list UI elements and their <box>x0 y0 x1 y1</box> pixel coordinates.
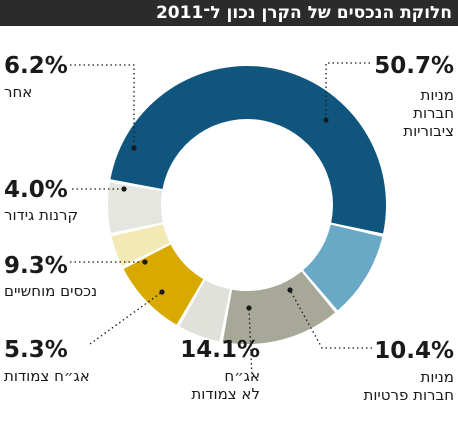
slice-linked <box>179 280 230 342</box>
category-label-nonlinked-1: לא צמודות <box>191 385 260 403</box>
slice-private <box>303 224 383 311</box>
leader-dot-private <box>287 287 293 293</box>
category-label-real-0: נכסים מוחשיים <box>4 282 97 300</box>
pct-label-other: 6.2% <box>4 53 68 79</box>
leader-dot-nonlinked <box>246 305 252 311</box>
leader-other <box>70 64 135 148</box>
leader-lines <box>70 62 372 379</box>
pct-label-nonlinked: 14.1% <box>180 337 260 363</box>
category-label-linked-0: אג״ח צמודות <box>4 367 90 385</box>
category-label-private-0: מניות <box>421 368 455 386</box>
slice-hedge <box>111 224 170 266</box>
pct-label-linked: 5.3% <box>4 337 68 363</box>
leader-dot-hedge <box>121 186 127 192</box>
slice-nonlinked <box>222 271 336 345</box>
leader-dot-public <box>323 117 329 123</box>
category-label-public-1: חברות <box>413 104 454 122</box>
leader-linked <box>89 291 163 345</box>
leader-public <box>325 62 370 120</box>
leader-dot-linked <box>159 289 165 295</box>
pct-label-hedge: 4.0% <box>4 177 68 203</box>
leader-dot-real <box>142 259 148 265</box>
pct-label-public: 50.7% <box>374 53 454 79</box>
category-label-public-0: מניות <box>421 86 455 104</box>
category-label-nonlinked-0: אג״ח <box>224 367 260 385</box>
donut-slices <box>108 66 386 345</box>
leader-private <box>289 289 372 349</box>
slice-real <box>123 244 204 325</box>
slice-other <box>108 182 163 233</box>
pct-label-private: 10.4% <box>374 338 454 364</box>
category-label-hedge-0: קרנות גידור <box>4 206 78 224</box>
category-label-public-2: ציבוריות <box>403 122 454 140</box>
pct-label-real: 9.3% <box>4 253 68 279</box>
leader-dot-other <box>131 145 137 151</box>
category-label-other-0: אחר <box>4 83 32 101</box>
slice-public <box>110 66 386 234</box>
chart-title: חלוקת הנכסים של הקרן נכון ל־2011 <box>0 0 458 26</box>
category-label-private-1: חברות פרטיות <box>363 386 454 404</box>
